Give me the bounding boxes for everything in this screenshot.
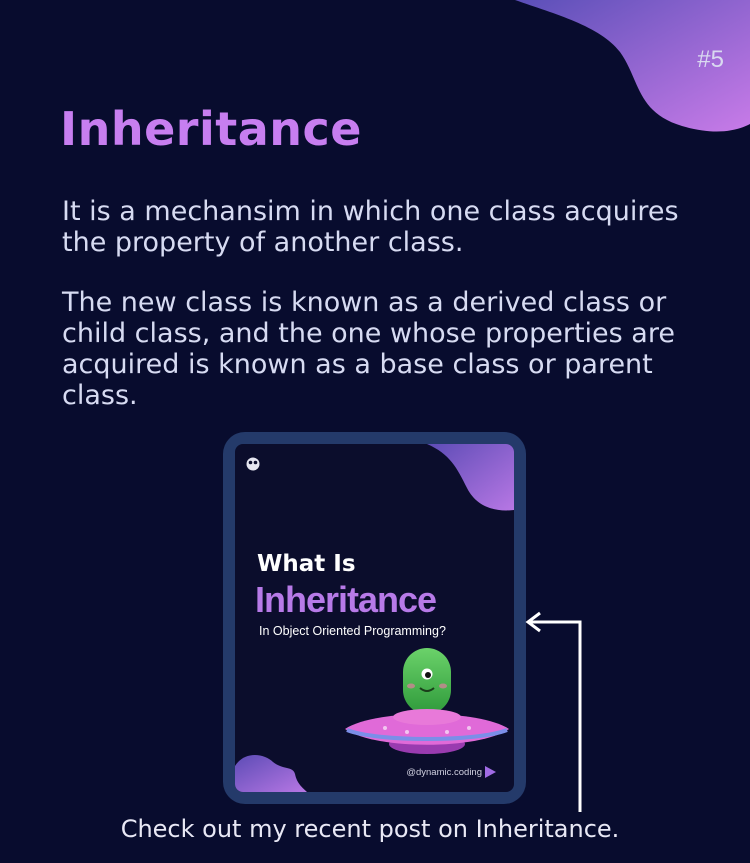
post-preview-artwork — [235, 444, 514, 792]
post-preview-image: What Is Inheritance In Object Oriented P… — [235, 444, 514, 792]
caption-text: Check out my recent post on Inheritance. — [120, 815, 620, 843]
post-subtitle: In Object Oriented Programming? — [259, 624, 446, 638]
post-handle: @dynamic.coding — [406, 767, 482, 778]
play-arrow-icon — [485, 766, 496, 778]
pointer-arrow-icon — [525, 611, 582, 812]
post-preview-card[interactable]: What Is Inheritance In Object Oriented P… — [223, 432, 526, 804]
definition-paragraph: It is a mechansim in which one class acq… — [62, 196, 679, 258]
page-title: Inheritance — [60, 102, 363, 156]
post-title: Inheritance — [255, 579, 437, 620]
alien-ufo-icon — [345, 648, 509, 754]
post-headline: What Is — [257, 551, 356, 577]
owl-logo-icon — [246, 457, 260, 471]
slide-number: #5 — [697, 46, 724, 73]
explanation-paragraph: The new class is known as a derived clas… — [62, 287, 675, 411]
